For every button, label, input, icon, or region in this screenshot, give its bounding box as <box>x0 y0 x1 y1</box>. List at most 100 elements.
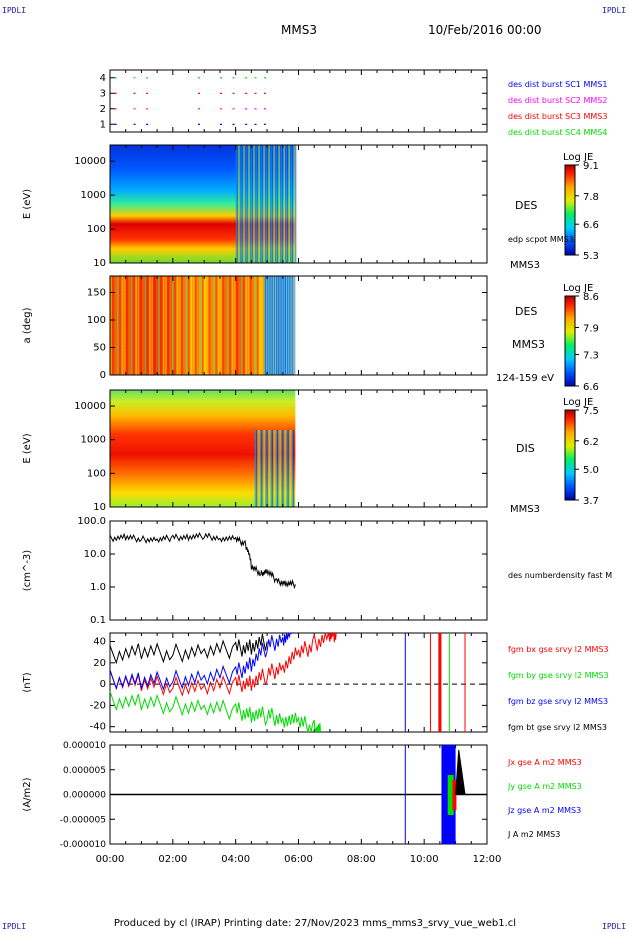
spectrogram-stripe-des-energy <box>250 145 253 263</box>
spectrogram-stripe-des-pitch <box>269 276 271 375</box>
panel-frame-availability <box>109 69 488 133</box>
spectrogram-stripe-dis-energy <box>290 430 292 507</box>
spectrogram-stripe-des-pitch <box>238 276 241 375</box>
y-tick-label-des-energy: 10000 <box>74 156 106 167</box>
burst-mark-mms3 <box>232 92 235 94</box>
spectrogram-stripe-des-pitch <box>284 276 287 375</box>
y-tick-label-des-pitch: 100 <box>87 315 106 326</box>
spectrogram-stripe-des-energy <box>235 145 238 263</box>
burst-mark-mms1 <box>232 123 235 125</box>
spectrogram-stripe-des-energy <box>255 145 258 263</box>
spectrogram-stripe-dis-energy <box>262 430 264 507</box>
spectrogram-stripe-des-energy <box>254 145 257 263</box>
spectrogram-stripe-des-energy <box>268 145 271 263</box>
current-burst-jx <box>452 780 457 810</box>
spectrogram-stripe-dis-energy <box>283 430 286 507</box>
spectrogram-stripe-des-energy <box>283 145 286 263</box>
spectrogram-stripe-des-pitch <box>112 276 115 375</box>
burst-mark-mms4 <box>219 77 222 79</box>
spectrogram-stripe-des-pitch <box>146 276 149 375</box>
spectrogram-stripe-des-energy <box>265 145 268 263</box>
spectrogram-stripe-des-pitch <box>171 276 174 375</box>
legend-entry-current-density: J A m2 MMS3 <box>507 830 560 839</box>
spectrogram-stripe-des-pitch <box>222 276 225 375</box>
burst-mark-mms2 <box>114 108 117 110</box>
spectrogram-stripe-des-energy <box>282 145 285 263</box>
field-series-line-0 <box>109 631 337 697</box>
spectrogram-stripe-des-pitch <box>123 276 126 375</box>
spectrogram-stripe-des-pitch <box>139 276 142 375</box>
burst-mark-mms1 <box>146 123 149 125</box>
spectrogram-stripe-des-pitch <box>199 276 202 375</box>
spectrogram-stripe-des-energy <box>237 145 240 263</box>
spectrogram-stripe-des-pitch <box>252 276 254 375</box>
y-tick-label-current-density: 0.000010 <box>63 741 106 751</box>
spectrogram-stripe-des-energy <box>243 145 246 263</box>
spectrogram-stripe-des-energy <box>270 145 273 263</box>
burst-mark-mms2 <box>146 108 149 110</box>
burst-mark-mms1 <box>219 123 222 125</box>
spectrogram-stripe-dis-energy <box>280 430 283 507</box>
spectrogram-stripe-des-pitch <box>274 276 277 375</box>
panel-label-energy-des-pitch: 124-159 eV <box>496 373 554 384</box>
spectrogram-stripe-dis-energy <box>259 430 262 507</box>
spectrogram-stripe-des-pitch <box>151 276 154 375</box>
burst-mark-mms4 <box>114 77 117 79</box>
spectrogram-stripe-des-energy <box>274 145 277 263</box>
spectrogram-stripe-des-pitch <box>178 276 181 375</box>
spectrogram-stripe-des-energy <box>294 145 297 263</box>
spectrogram-stripe-des-pitch <box>137 276 140 375</box>
y-tick-label-current-density: 0.000000 <box>63 791 106 801</box>
spectrogram-stripe-des-energy <box>280 145 283 263</box>
spectrogram-stripe-des-pitch <box>259 276 261 375</box>
y-tick-label-current-density: 0.000005 <box>63 766 106 776</box>
spectrogram-stripe-des-pitch <box>285 276 288 375</box>
spectrogram-stripe-des-energy <box>285 145 288 263</box>
spectrogram-stripe-des-energy <box>236 145 239 263</box>
spectrogram-stripe-des-pitch <box>130 276 133 375</box>
spectrogram-stripe-des-pitch <box>272 276 275 375</box>
panel-label-overlay-des-energy: edp scpot MMS3 <box>508 235 574 244</box>
spectrogram-stripe-dis-energy <box>254 430 257 507</box>
spectrogram-stripe-des-energy <box>276 145 279 263</box>
panel-label-instrument-des-energy: DES <box>515 199 537 212</box>
y-axis-label-dis-energy: E (eV) <box>22 433 33 463</box>
spectrogram-stripe-des-pitch <box>217 276 220 375</box>
spectrogram-stripe-des-pitch <box>215 276 218 375</box>
field-series-line-2 <box>109 632 293 691</box>
spectrogram-stripe-des-pitch <box>226 276 229 375</box>
spectrogram-stripe-des-pitch <box>132 276 135 375</box>
burst-mark-mms4 <box>146 77 149 79</box>
spectrogram-stripe-des-pitch <box>197 276 199 375</box>
colorbar-des-energy <box>564 164 576 256</box>
spectrogram-stripe-des-pitch <box>126 276 128 375</box>
spectrogram-stripe-des-energy <box>263 145 266 263</box>
spectrogram-stripe-dis-energy <box>282 430 284 507</box>
time-tick-label: 04:00 <box>221 854 250 865</box>
spectrogram-stripe-des-energy <box>287 145 290 263</box>
time-tick-label: 00:00 <box>96 854 125 865</box>
spectrogram-stripe-des-energy <box>277 145 280 263</box>
spectrogram-stripe-des-energy <box>258 145 261 263</box>
spectrogram-stripe-des-pitch <box>201 276 204 375</box>
burst-mark-mms1 <box>133 123 136 125</box>
burst-mark-mms4 <box>254 77 257 79</box>
burst-mark-mms2 <box>245 108 248 110</box>
y-tick-label-density: 100.0 <box>77 516 106 527</box>
spectrogram-stripe-des-pitch <box>213 276 216 375</box>
corner-label-top-left: IPDLI <box>2 6 27 15</box>
spectrogram-stripe-des-pitch <box>288 276 290 375</box>
spectrogram-stripe-des-energy <box>242 145 245 263</box>
legend-entry-current-density: Jy gse A m2 MMS3 <box>507 782 582 791</box>
panel-label-instrument-dis-energy: DIS <box>516 442 535 455</box>
colorbar-tick-label-dis-energy: 7.5 <box>583 406 599 417</box>
spectrogram-stripe-des-energy <box>281 145 284 263</box>
colorbar-title-des-energy: Log JE <box>563 152 593 163</box>
spectrogram-stripe-des-pitch <box>160 276 163 375</box>
spectrogram-stripe-des-pitch <box>247 276 250 375</box>
spectrogram-stripe-des-energy <box>279 145 282 263</box>
y-tick-label-availability: 4 <box>100 73 106 84</box>
spectrogram-stripe-dis-energy <box>276 430 279 507</box>
spectrogram-stripe-dis-energy <box>287 430 290 507</box>
